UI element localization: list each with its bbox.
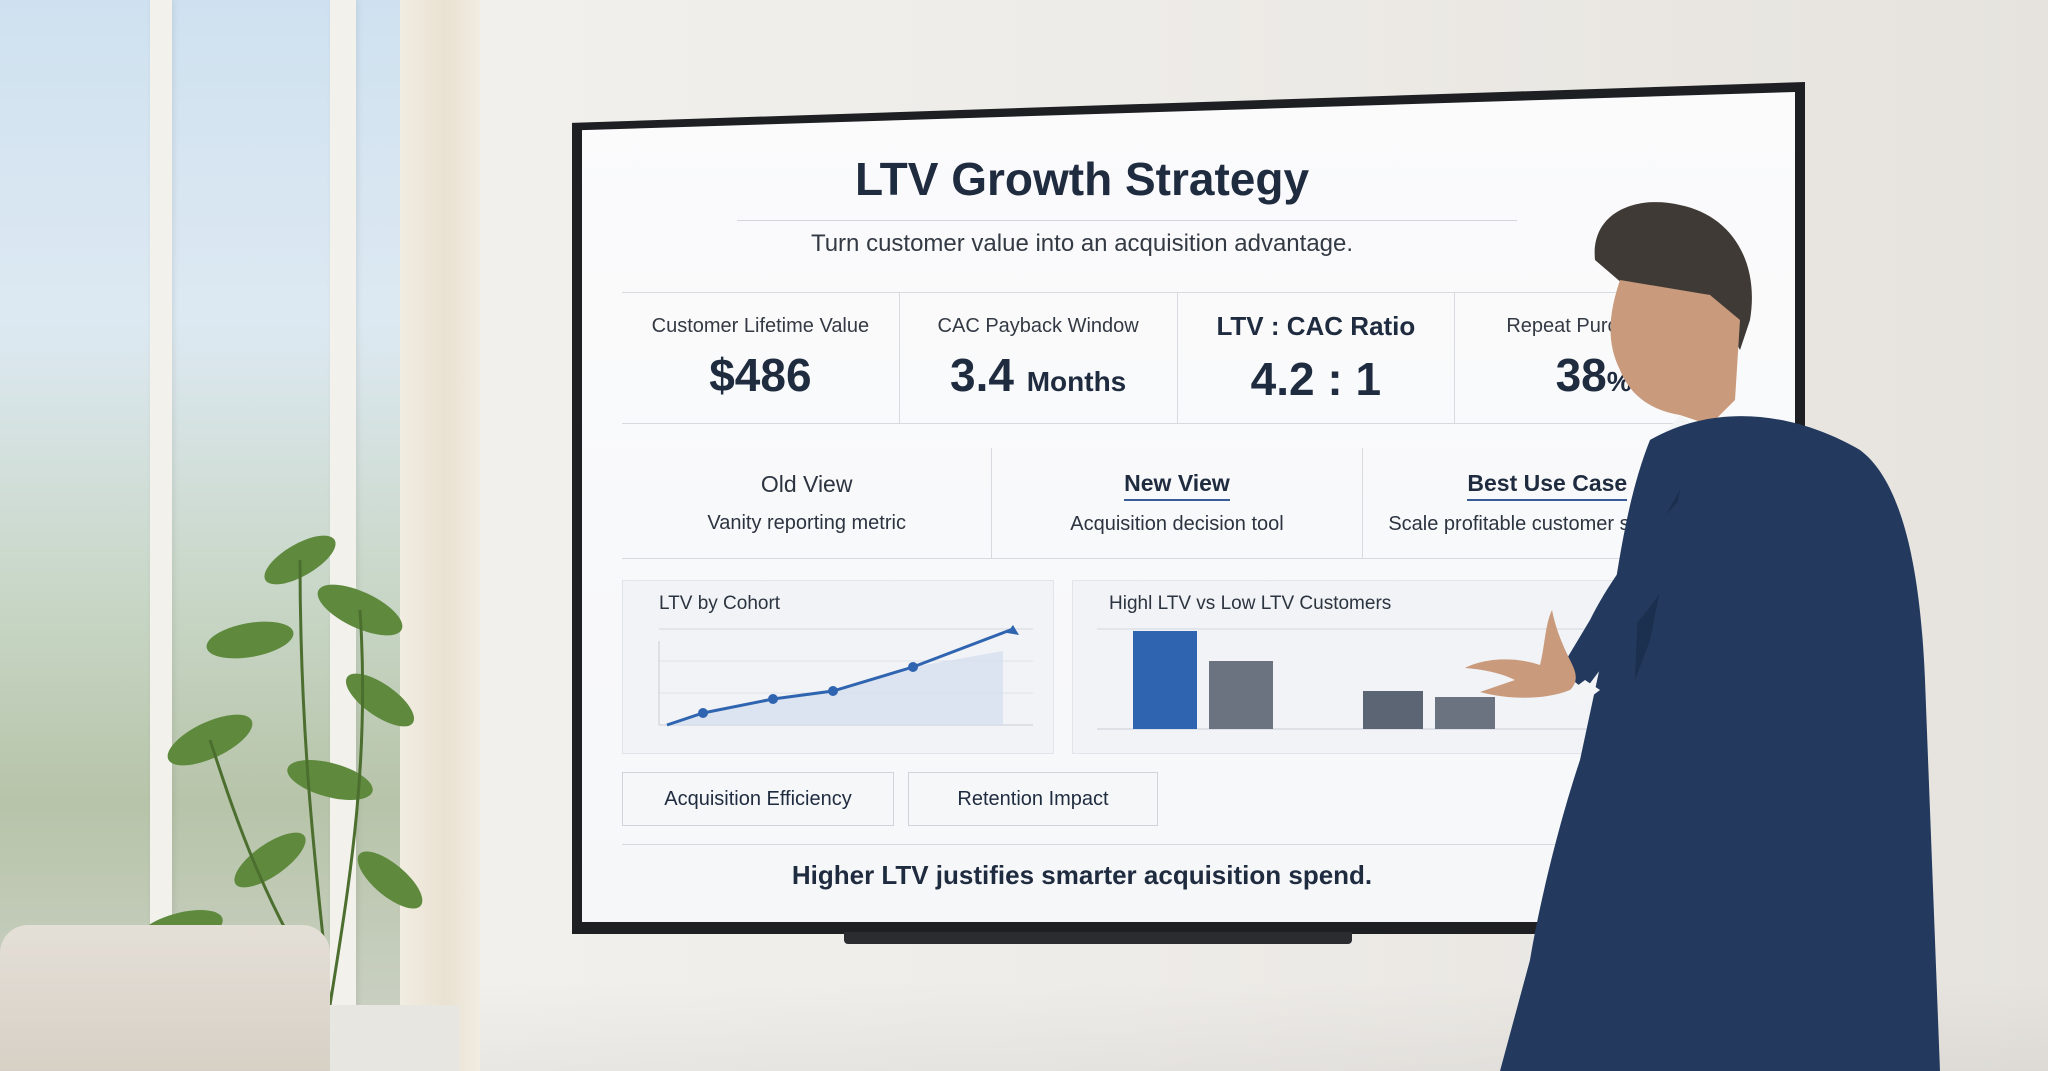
view-card: New View Acquisition decision tool <box>992 448 1363 558</box>
ltv-by-cohort-chart: LTV by Cohort <box>622 580 1054 754</box>
title-divider <box>737 220 1517 221</box>
kpi-label: Customer Lifetime Value <box>651 314 870 337</box>
tv-mount <box>844 932 1352 944</box>
view-heading: Old View <box>760 471 853 497</box>
tag-retention-impact: Retention Impact <box>908 772 1158 826</box>
dashboard-title: LTV Growth Strategy <box>854 153 1310 205</box>
dashboard-subtitle: Turn customer value into an acquisition … <box>810 230 1354 257</box>
line-chart-plot <box>658 625 1033 727</box>
chart-title: Highl LTV vs Low LTV Customers <box>1109 593 1392 614</box>
window-frame <box>330 0 356 1071</box>
footer-divider <box>622 844 1732 845</box>
view-card: Old View Vanity reporting metric <box>622 448 993 558</box>
view-heading: New View <box>1124 470 1230 501</box>
view-text: Acquisition decision tool <box>1070 513 1284 535</box>
view-text: Vanity reporting metric <box>707 512 906 534</box>
kpi-value: 3.4 Months <box>949 348 1127 401</box>
tag-acquisition-efficiency: Acquisition Efficiency <box>622 772 894 826</box>
kpi-card: CAC Payback Window 3.4 Months <box>900 293 1178 423</box>
kpi-card: Customer Lifetime Value $486 <box>622 293 900 423</box>
presenter <box>1465 202 1940 1071</box>
kpi-value: 38% <box>1555 348 1632 401</box>
kpi-label: LTV : CAC Ratio <box>1216 310 1416 341</box>
chart-title: LTV by Cohort <box>659 593 781 614</box>
kpi-row: Customer Lifetime Value $486 CAC Payback… <box>622 292 1732 424</box>
kpi-value: 4.2 : 1 <box>1250 352 1382 405</box>
kpi-label: CAC Payback Window <box>937 314 1139 337</box>
window-frame <box>150 0 172 1071</box>
view-heading: Best Use Case <box>1467 470 1628 501</box>
dashboard-footer: Higher LTV justifies smarter acquisition… <box>791 860 1373 890</box>
plant <box>137 535 423 1006</box>
plant-pot <box>320 1005 460 1071</box>
kpi-value: $486 <box>709 348 812 401</box>
kpi-card: LTV : CAC Ratio 4.2 : 1 <box>1178 293 1456 423</box>
armchair <box>0 925 330 1071</box>
